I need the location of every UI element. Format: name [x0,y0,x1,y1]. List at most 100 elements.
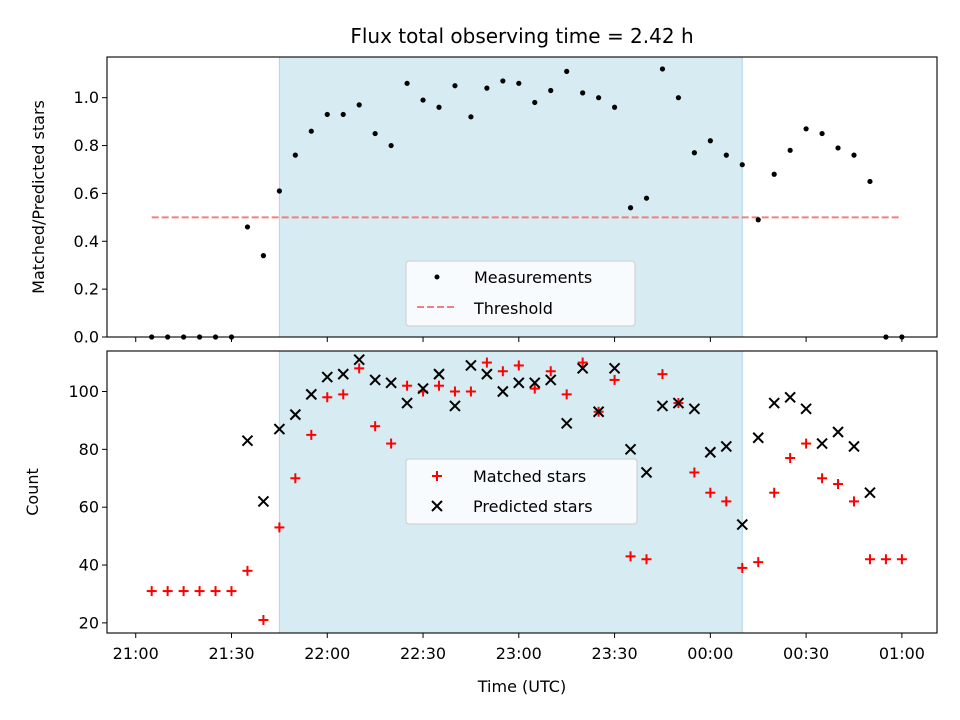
matched-star-point [370,421,381,432]
top-y-axis-label: Matched/Predicted stars [29,100,48,294]
matched-star-point [386,438,397,449]
bottom-y-axis-label: Count [23,468,42,516]
y-tick-label: 0.2 [74,280,99,299]
matched-star-point [274,522,285,533]
predicted-star-point [640,466,653,479]
predicted-star-point [497,385,509,398]
predicted-star-point [417,382,429,395]
matched-star-point [753,557,764,568]
cross-stroke-b [273,423,286,435]
legend-cross-glyph [431,500,443,512]
measurement-point [564,68,570,74]
measurement-point [308,128,314,134]
x-tick-label: 22:30 [400,644,446,663]
measurement-point [596,95,602,101]
top-legend: Measurements Threshold [405,260,636,327]
measurement-point [851,152,857,158]
legend-marker-predicted [431,500,443,512]
predicted-star-point [816,437,828,450]
predicted-star-point [864,487,876,499]
matched-star-point [561,389,572,400]
matched-star-point [864,554,875,565]
measurement-point [388,142,394,149]
measurement-point [340,111,346,118]
predicted-star-points [241,353,876,531]
measurement-point [867,178,873,185]
measurement-point [436,104,442,110]
predicted-star-point [784,391,796,403]
matched-star-point [721,496,732,507]
matched-star-point [529,383,540,394]
predicted-star-point [385,377,397,389]
bottom-legend: Matched stars Predicted stars [405,458,638,525]
cross-stroke-b [688,403,701,415]
measurement-point [707,138,713,144]
predicted-star-point [592,406,605,418]
matched-star-point [434,380,444,391]
measurement-point [276,188,282,194]
bottom-axes-frame [106,350,938,634]
legend-label-threshold: Threshold [473,299,553,318]
matched-star-point [641,554,652,565]
cross-stroke-b [592,406,605,418]
cross-stroke-b [417,382,429,395]
matched-star-point [737,562,748,573]
predicted-star-point [337,368,349,380]
measurement-point [739,162,745,168]
top-axes-frame [106,56,938,338]
measurement-point [803,126,809,132]
chart-title: Flux total observing time = 2.42 h [350,24,693,48]
cross-stroke-b [832,426,844,438]
cross-stroke-b [431,500,443,512]
matched-star-point [577,357,588,368]
measurement-point [787,147,793,153]
predicted-star-point [433,368,445,380]
cross-stroke-b [289,408,302,421]
measurement-point [500,78,506,84]
measurement-point [404,80,410,86]
matched-star-point [194,586,205,597]
matched-star-point [833,479,844,490]
x-tick-label: 00:30 [783,644,829,663]
bottom-panel: 20 40 60 80 100 21:00 21:30 22:00 22:30 23:00 23:… [23,350,938,696]
cross-stroke-b [257,495,270,508]
predicted-star-point [353,353,365,366]
cross-stroke-b [800,403,812,415]
predicted-star-point [752,432,764,444]
x-tick-label: 21:30 [208,644,254,663]
matched-star-point [785,453,796,464]
legend-plus-glyph [432,471,442,481]
y-tick-label: 0.4 [74,232,99,251]
predicted-star-point [688,403,701,415]
y-tick-label: 100 [68,382,99,401]
predicted-star-point [273,423,286,435]
matched-star-point [146,586,157,597]
cross-stroke-b [241,434,254,447]
x-axis-label: Time (UTC) [477,677,566,696]
cross-stroke-b [385,377,397,389]
predicted-star-point [720,440,733,453]
matched-star-point [625,551,636,562]
measurement-point [468,114,474,120]
cross-stroke-b [624,443,637,456]
predicted-star-point [321,371,333,383]
cross-stroke-b [736,518,748,531]
measurement-point [292,152,298,158]
matched-star-point [290,473,301,484]
measurement-point [835,145,841,151]
measurement-point [580,90,586,96]
measurement-point [723,152,729,158]
measurement-point [372,130,378,137]
legend-label-matched: Matched stars [473,467,586,486]
cross-stroke-b [640,466,653,479]
predicted-star-point [608,362,621,375]
measurement-point [260,253,267,259]
matched-star-point [465,386,476,397]
predicted-star-point [465,359,477,372]
matched-star-point [338,389,349,400]
measurement-point [659,66,666,72]
cross-stroke-b [513,377,525,389]
cross-stroke-b [848,440,860,453]
cross-stroke-b [465,359,477,372]
